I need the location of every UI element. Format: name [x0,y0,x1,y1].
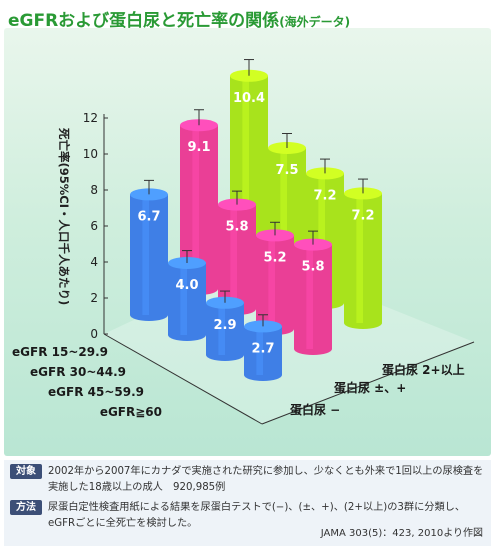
floor-edge-right [261,341,475,425]
data-label: 6.7 [137,209,160,224]
data-label: 9.1 [187,140,210,155]
bar-highlight [192,125,199,289]
category-label: eGFR≧60 [100,405,162,419]
bar-0-2: 2.9 [206,290,244,361]
y-tick-label: 0 [90,327,98,341]
series-label: 蛋白尿 ±、+ [334,380,406,395]
data-label: 2.9 [213,318,236,333]
data-label: 5.8 [225,220,248,235]
data-label: 2.7 [251,341,274,356]
bar-highlight [268,235,275,329]
bar-highlight [280,148,287,283]
target-tag: 対象 [10,464,42,479]
bar-2-0: 10.4 [230,59,268,269]
bar-1-3: 5.8 [294,230,332,355]
y-tick-label: 12 [83,111,98,125]
notes-box: 対象 2002年から2007年にカナダで実施された研究に参加し、少なくとも外来で… [4,460,491,546]
method-text: 尿蛋白定性検査用紙による結果を尿蛋白テストで(−)、(±、+)、(2+以上)の3… [48,502,466,529]
target-note: 対象 2002年から2007年にカナダで実施された研究に参加し、少なくとも外来で… [10,464,488,496]
data-label: 7.2 [313,188,336,203]
bar-highlight [242,75,249,263]
data-label: 10.4 [233,91,265,106]
bar-highlight [256,326,263,375]
bar-1-0: 9.1 [180,109,218,295]
data-label: 4.0 [175,278,198,293]
y-tick-label: 10 [83,147,98,161]
bar-0-3: 2.7 [244,314,282,381]
category-label: eGFR 45~59.9 [48,385,144,399]
bar-highlight [306,244,313,349]
bar-0-1: 4.0 [168,250,206,341]
target-text: 2002年から2007年にカナダで実施された研究に参加し、少なくとも外来で1回以… [48,466,484,493]
page-title-sub: (海外データ) [279,15,351,29]
page-title: eGFRおよび蛋白尿と死亡率の関係(海外データ) [8,6,350,31]
bar-highlight [230,204,237,309]
data-label: 7.5 [275,163,298,178]
bar-1-2: 5.2 [256,221,294,335]
source-citation: JAMA 303(5)：423, 2010より作図 [320,528,483,539]
page-title-main: eGFRおよび蛋白尿と死亡率の関係 [8,11,280,31]
bar-top [230,69,268,82]
category-label: eGFR 30~44.9 [30,365,126,379]
method-tag: 方法 [10,500,42,515]
floor-edge-left [103,333,263,425]
category-label: eGFR 15~29.9 [12,345,108,359]
data-label: 5.2 [263,250,286,265]
y-axis-label: 死亡率(95%CI・人口千人あたり) [57,128,71,305]
bar-0-0: 6.7 [130,179,168,321]
bar-highlight [142,194,149,315]
data-label: 7.2 [351,208,374,223]
bar-highlight [318,173,325,303]
y-tick-label: 2 [90,291,98,305]
bar-highlight [356,193,363,323]
bar-highlight [218,302,225,355]
bar-1-1: 5.8 [218,190,256,315]
y-tick-label: 4 [90,255,98,269]
chart: 0 2 4 6 8 10 12 死亡率(95%CI・人口千人あたり) 10.4 7.5 7.2 7.… [12,59,475,425]
method-note: 方法 尿蛋白定性検査用紙による結果を尿蛋白テストで(−)、(±、+)、(2+以上… [10,500,488,532]
y-tick-label: 8 [90,183,98,197]
data-label: 5.8 [301,260,324,275]
bar-2-3: 7.2 [344,178,382,329]
bar-highlight [180,263,187,335]
y-tick-label: 6 [90,219,98,233]
series-label: 蛋白尿 2+以上 [382,362,465,377]
series-label: 蛋白尿 − [290,402,340,417]
